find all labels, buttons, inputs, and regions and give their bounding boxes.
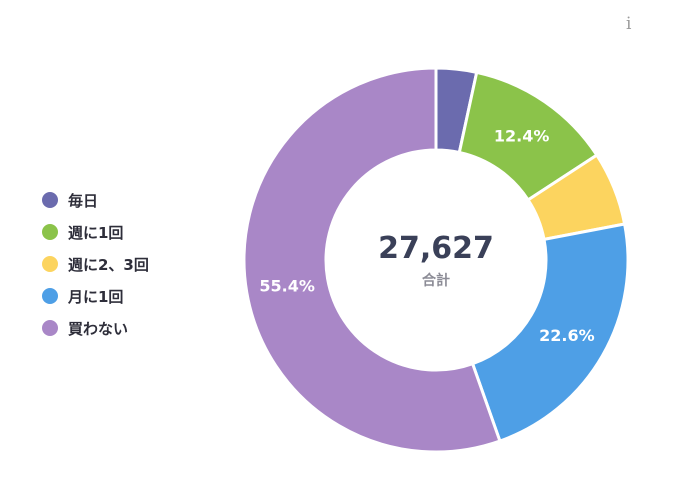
- legend-item-monthly[interactable]: 月に1回: [42, 287, 149, 306]
- legend-swatch: [42, 192, 58, 208]
- slice-value-label: 22.6%: [539, 326, 595, 345]
- legend-label: 週に1回: [68, 223, 124, 242]
- legend-label: 月に1回: [68, 287, 124, 306]
- slice-monthly[interactable]: [470, 222, 630, 443]
- legend-label: 週に2、3回: [68, 255, 149, 274]
- donut-value-labels: 12.4% 22.6% 55.4%: [259, 127, 594, 346]
- center-total-label: 合計: [422, 272, 450, 289]
- legend-item-daily[interactable]: 毎日: [42, 191, 149, 210]
- slice-value-label: 12.4%: [494, 127, 550, 146]
- legend-item-never[interactable]: 買わない: [42, 319, 149, 338]
- legend-label: 買わない: [68, 319, 129, 338]
- slice-never[interactable]: [242, 66, 502, 454]
- chart-legend: 毎日 週に1回 週に2、3回 月に1回 買わない: [42, 192, 149, 352]
- info-icon[interactable]: i: [626, 14, 632, 34]
- legend-item-weekly[interactable]: 週に1回: [42, 223, 149, 242]
- slice-value-label: 55.4%: [259, 276, 315, 295]
- legend-item-2-3-weekly[interactable]: 週に2、3回: [42, 255, 149, 274]
- donut-slices: [242, 66, 630, 454]
- center-total-value: 27,627: [378, 231, 494, 266]
- legend-swatch: [42, 256, 58, 272]
- legend-label: 毎日: [68, 191, 99, 210]
- legend-swatch: [42, 320, 58, 336]
- legend-swatch: [42, 224, 58, 240]
- legend-swatch: [42, 288, 58, 304]
